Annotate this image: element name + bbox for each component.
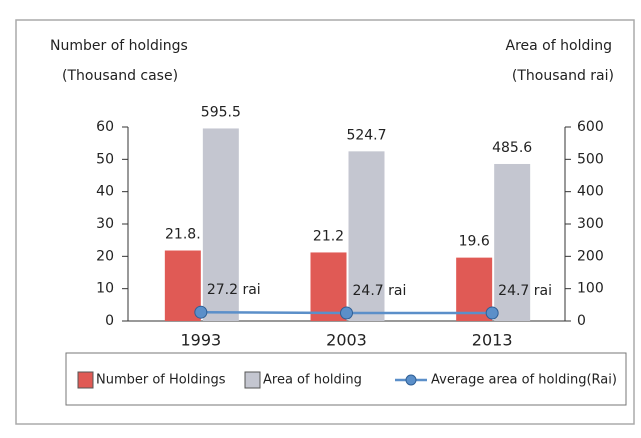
y-tick-label: 40 [96,184,114,200]
data-label: 21.8. [165,227,201,243]
line-marker [340,306,353,320]
data-label: 19.6 [459,234,490,250]
legend-swatch [77,371,94,389]
y-tick-label: 60 [96,119,114,135]
y2-tick-label: 100 [577,281,604,297]
bar [494,163,531,321]
legend-label: Average area of holding(Rai) [431,373,617,388]
bar [456,257,493,321]
y2-tick-label: 600 [577,119,604,135]
y2-tick-label: 400 [577,184,604,200]
y2-tick-label: 500 [577,151,604,167]
x-tick-label: 2013 [472,331,513,350]
y-axis-unit: (Thousand case) [62,68,178,84]
y-tick-label: 20 [96,248,114,264]
legend-box [65,352,627,406]
x-tick-label: 2003 [326,331,367,350]
y-axis-label: Number of holdings [50,38,188,54]
y-tick-label: 10 [96,281,114,297]
bar [348,151,385,321]
y2-axis-label: Area of holding [506,38,612,54]
data-label: 24.7 rai [498,283,552,299]
y2-axis-unit: (Thousand rai) [512,68,614,84]
y-tick-label: 30 [96,216,114,232]
bar [164,250,201,321]
x-tick-label: 1993 [180,331,221,350]
bar [202,128,239,321]
data-label: 21.2 [313,228,344,244]
data-label: 24.7 rai [353,283,407,299]
data-label: 595.5 [201,104,241,120]
y-tick-label: 0 [105,313,114,329]
y2-tick-label: 300 [577,216,604,232]
legend-swatch [244,371,261,389]
bar [310,252,347,321]
data-label: 485.6 [492,140,532,156]
line-marker [485,306,499,320]
frame [15,19,635,425]
y2-tick-label: 0 [577,313,586,329]
data-label: 524.7 [346,127,386,143]
data-label: 27.2 rai [207,282,261,298]
y2-tick-label: 200 [577,248,604,264]
legend-label: Number of Holdings [96,373,226,388]
line-marker [194,305,208,319]
y-tick-label: 50 [96,151,114,167]
legend-label: Area of holding [263,373,362,388]
legend-marker [405,374,417,386]
